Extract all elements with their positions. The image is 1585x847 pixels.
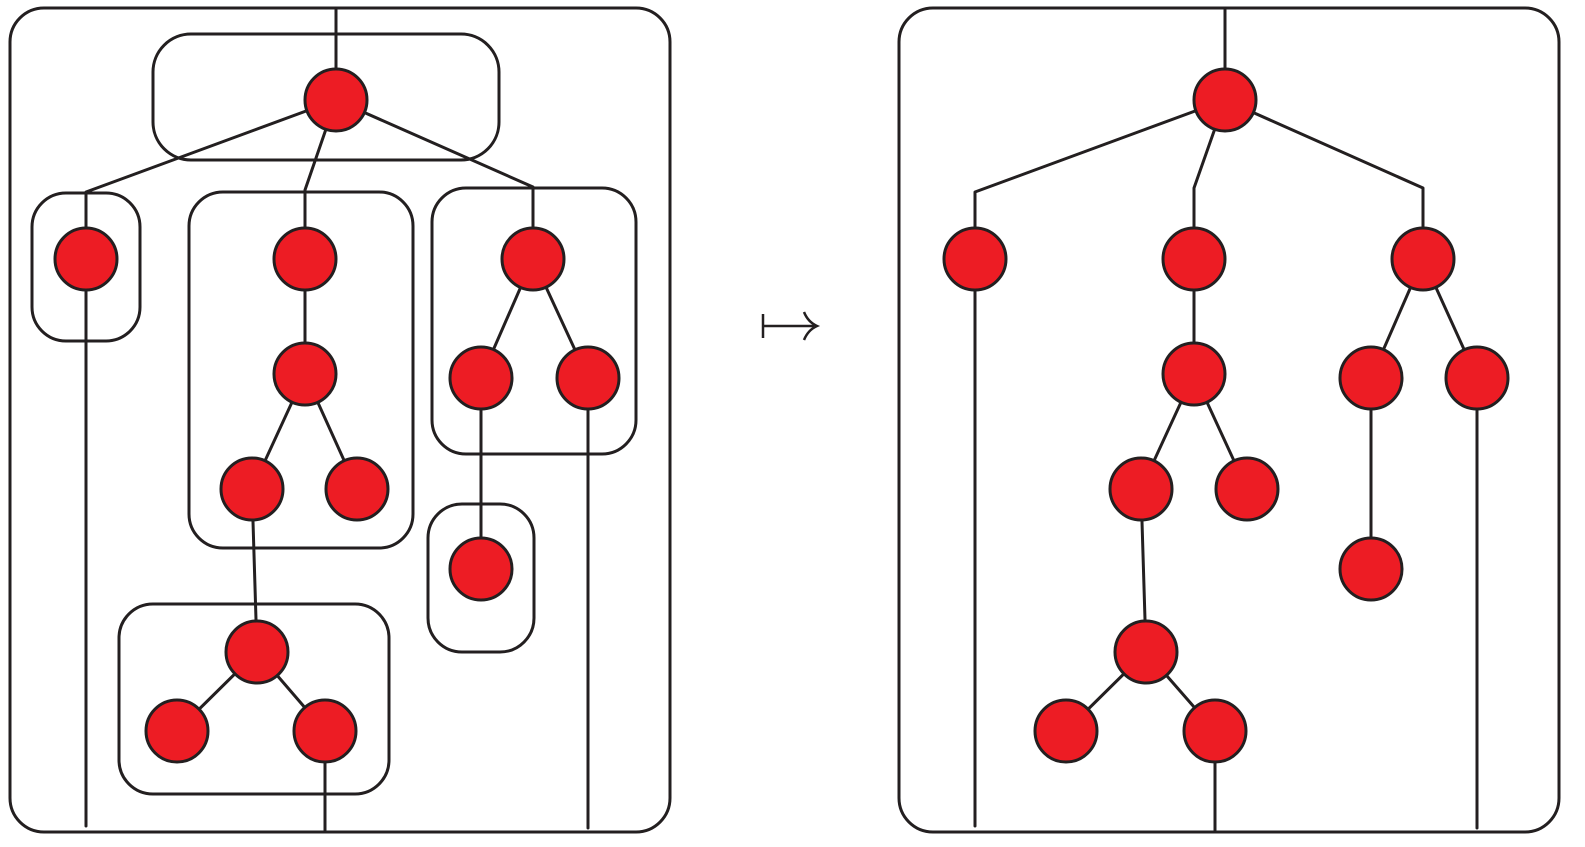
node-leaf-a [53,226,119,292]
group-box-root [151,32,501,162]
node-root [1192,67,1258,133]
node-chain-left [219,456,285,522]
node-chain-right [324,456,390,522]
node-bottom [224,619,290,685]
node-right-right [555,345,621,411]
right-panel-frame [897,6,1561,834]
node-lower-leaf [448,536,514,602]
node-chain-left [1108,456,1174,522]
left-panel [8,6,672,834]
maps-to-arrow: ↦ [761,297,829,351]
node-bottom-right [292,698,358,764]
left-panel-frame [8,6,672,834]
node-right-right [1444,345,1510,411]
node-chain-right [1214,456,1280,522]
node-chain-1 [272,226,338,292]
edge-root-to-right [1223,98,1425,261]
node-bottom-left [144,698,210,764]
right-panel [897,6,1561,834]
node-right-left [1338,345,1404,411]
group-box-bottom-subtree [117,602,391,796]
node-leaf-a [942,226,1008,292]
node-bottom-left [1033,698,1099,764]
node-lower-leaf [1338,536,1404,602]
edge-root-to-right [334,98,535,261]
node-chain-1 [1161,226,1227,292]
node-chain-2 [272,341,338,407]
maps-to-symbol: ↦ [790,297,829,351]
maps-to-head [802,311,821,341]
node-right [500,226,566,292]
node-chain-2 [1161,341,1227,407]
node-right-left [448,345,514,411]
group-box-middle-chain [187,190,415,550]
node-right [1390,226,1456,292]
node-bottom-right [1182,698,1248,764]
node-bottom [1113,619,1179,685]
node-root [303,67,369,133]
